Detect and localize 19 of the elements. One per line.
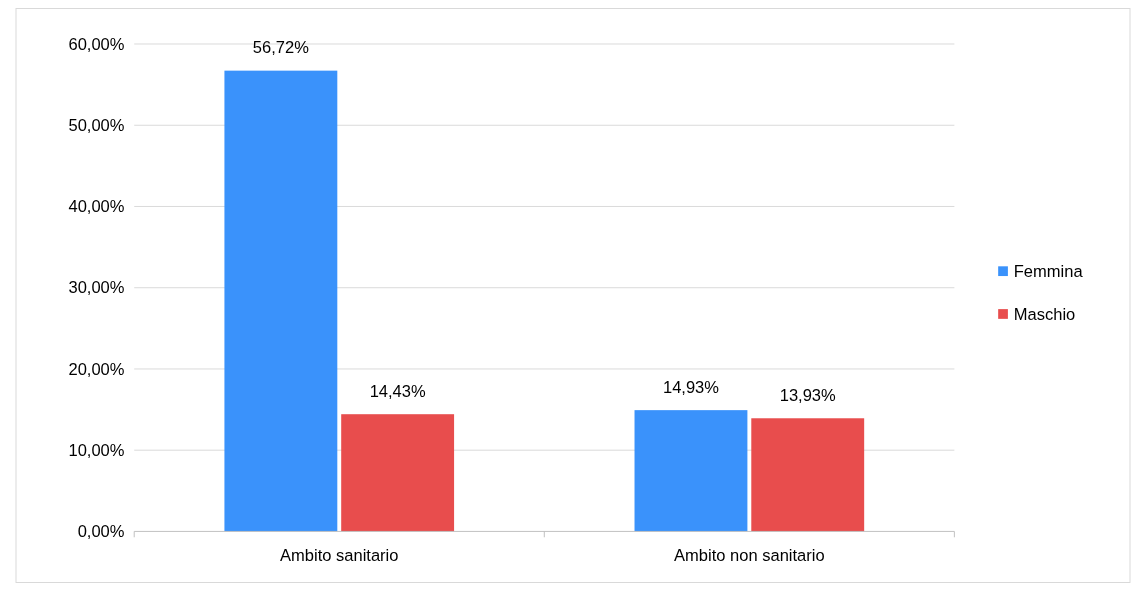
y-tick-label: 50,00% [68,116,125,136]
legend-label: Maschio [1013,304,1076,324]
bar [634,410,748,532]
y-tick-label: 10,00% [68,440,125,460]
data-label: 56,72% [252,38,310,58]
legend-label: Femmina [1013,261,1084,281]
bar [341,414,455,532]
x-tick-label: Ambito sanitario [280,545,399,565]
y-tick-label: 20,00% [68,359,125,379]
bar [751,418,865,532]
y-tick-label: 0,00% [77,522,125,542]
y-tick-label: 60,00% [68,34,125,54]
y-tick-label: 40,00% [68,197,125,217]
bar [224,70,338,532]
x-tick-label: Ambito non sanitario [674,545,825,565]
data-label: 14,43% [369,381,426,401]
data-label: 14,93% [662,377,720,397]
data-label: 13,93% [779,385,837,405]
y-tick-label: 30,00% [68,278,125,298]
